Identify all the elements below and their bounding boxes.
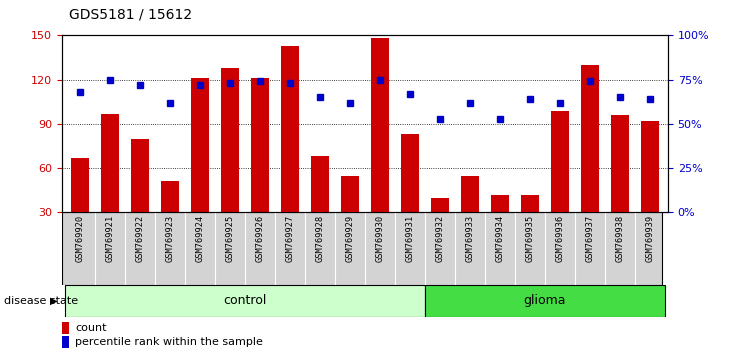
Text: GSM769928: GSM769928 <box>315 215 325 262</box>
Text: GSM769920: GSM769920 <box>75 215 85 262</box>
Bar <box>401 134 419 212</box>
Bar <box>581 65 599 212</box>
Bar <box>62 336 69 348</box>
Text: GSM769924: GSM769924 <box>196 215 204 262</box>
Bar <box>341 176 359 212</box>
Bar <box>521 195 539 212</box>
Text: GSM769926: GSM769926 <box>255 215 264 262</box>
Bar <box>161 181 179 212</box>
Text: GSM769934: GSM769934 <box>496 215 504 262</box>
Text: GSM769921: GSM769921 <box>106 215 115 262</box>
Bar <box>62 322 69 334</box>
Text: ▶: ▶ <box>50 296 57 306</box>
Bar <box>251 78 269 212</box>
Text: percentile rank within the sample: percentile rank within the sample <box>75 337 264 347</box>
Text: GSM769927: GSM769927 <box>285 215 294 262</box>
Bar <box>551 110 569 212</box>
Text: glioma: glioma <box>523 295 566 307</box>
Bar <box>101 114 119 212</box>
Bar <box>641 121 659 212</box>
Text: GSM769938: GSM769938 <box>615 215 624 262</box>
Text: GSM769925: GSM769925 <box>226 215 234 262</box>
Text: GSM769936: GSM769936 <box>556 215 564 262</box>
FancyBboxPatch shape <box>65 285 425 317</box>
Text: disease state: disease state <box>4 296 78 306</box>
Text: GSM769922: GSM769922 <box>136 215 145 262</box>
Text: GSM769932: GSM769932 <box>436 215 445 262</box>
Bar <box>221 68 239 212</box>
Text: count: count <box>75 322 107 332</box>
Text: GSM769929: GSM769929 <box>345 215 355 262</box>
Text: GSM769935: GSM769935 <box>526 215 534 262</box>
Text: control: control <box>223 295 266 307</box>
Text: GSM769933: GSM769933 <box>466 215 474 262</box>
Bar <box>491 195 509 212</box>
Text: GSM769931: GSM769931 <box>405 215 415 262</box>
Bar <box>461 176 479 212</box>
Bar <box>281 46 299 212</box>
Bar <box>131 139 149 212</box>
Text: GSM769937: GSM769937 <box>585 215 594 262</box>
Bar <box>371 38 389 212</box>
Bar <box>431 198 449 212</box>
Text: GSM769923: GSM769923 <box>166 215 174 262</box>
Text: GDS5181 / 15612: GDS5181 / 15612 <box>69 7 193 21</box>
Text: GSM769939: GSM769939 <box>645 215 655 262</box>
Bar <box>611 115 629 212</box>
Bar <box>71 158 89 212</box>
Text: GSM769930: GSM769930 <box>375 215 385 262</box>
FancyBboxPatch shape <box>425 285 665 317</box>
Bar <box>191 78 209 212</box>
Bar <box>311 156 329 212</box>
